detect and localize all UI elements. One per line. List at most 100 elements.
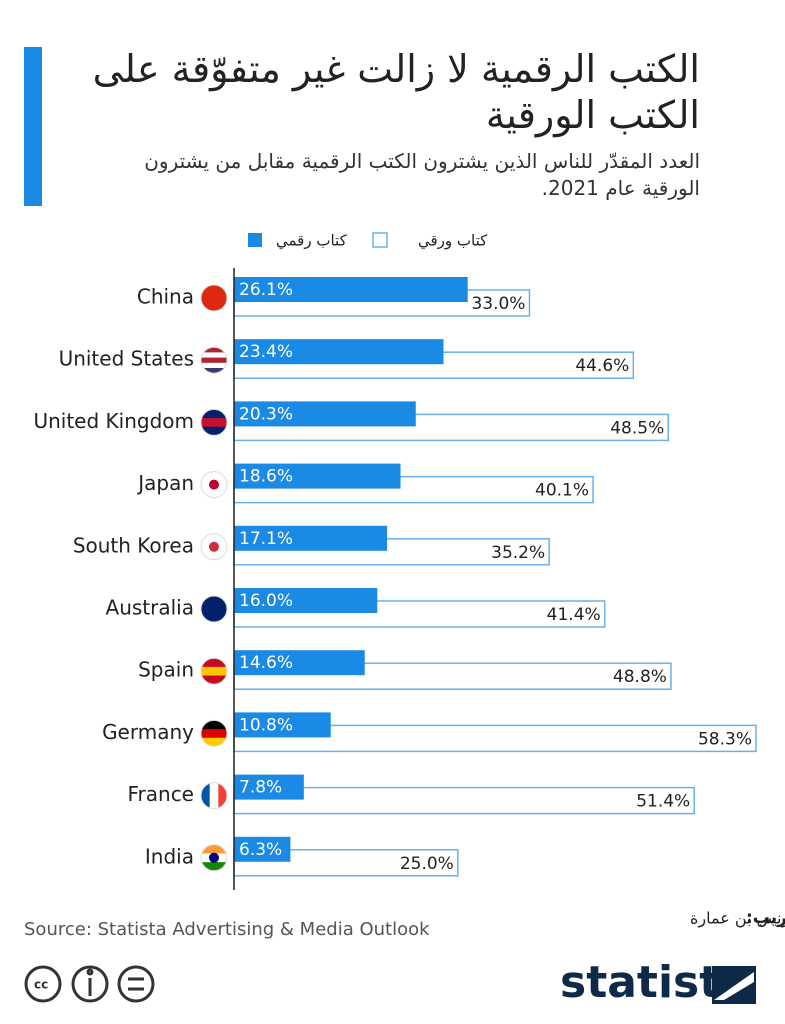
credit-name: يونس بن عمارة xyxy=(690,909,785,929)
cc-icon-text: cc xyxy=(34,978,48,992)
data-label: 25.0% xyxy=(400,854,454,874)
flag-stripe xyxy=(218,782,227,809)
data-label: 40.1% xyxy=(535,481,589,501)
flag xyxy=(201,720,227,747)
y-tick-label: Japan xyxy=(136,471,194,495)
data-label: 23.4% xyxy=(239,342,293,362)
flag-border xyxy=(200,657,228,685)
license-icons xyxy=(24,965,155,1003)
chart-subtitle: العدد المقدّر للناس الذين يشترون الكتب ا… xyxy=(144,149,700,200)
legend-swatch xyxy=(248,233,262,247)
flag xyxy=(201,409,227,436)
bar xyxy=(234,650,365,676)
data-label: 26.1% xyxy=(239,280,293,300)
y-tick-label: United States xyxy=(59,347,194,371)
flag-stripe xyxy=(201,347,227,353)
flag-stripe xyxy=(201,368,227,374)
y-tick-label: France xyxy=(127,782,194,806)
legend-swatch xyxy=(372,232,388,248)
flag-dot xyxy=(209,852,219,863)
title-accent xyxy=(24,47,42,206)
bar xyxy=(234,712,331,738)
bar xyxy=(234,463,401,489)
data-label: 35.2% xyxy=(491,543,545,563)
flag-border xyxy=(200,346,228,374)
y-tick-label: India xyxy=(145,844,194,868)
flag xyxy=(201,596,227,622)
brand-icon xyxy=(712,966,756,1004)
flag-stripe xyxy=(201,285,227,311)
flag-border xyxy=(200,844,228,872)
credit-label: تعريب: xyxy=(746,908,785,928)
flag xyxy=(201,658,227,685)
source: Source: Statista Advertising & Media Out… xyxy=(24,919,430,940)
data-label: 20.3% xyxy=(239,404,293,424)
flag-stripe xyxy=(201,418,227,428)
flag-border xyxy=(200,533,228,561)
flag-stripe xyxy=(201,362,227,369)
flag-stripe xyxy=(201,720,227,730)
flag-stripe xyxy=(201,426,227,436)
flag-stripe xyxy=(209,782,219,809)
bar xyxy=(234,836,291,862)
flag-stripe xyxy=(201,844,227,854)
y-tick-label: Germany xyxy=(102,720,194,744)
flag xyxy=(201,782,227,809)
plot-area: كتاب رقمي كتاب ورقي China 26.1% 33.0% United … xyxy=(33,232,757,890)
flag xyxy=(201,285,227,311)
y-tick-label: South Korea xyxy=(73,533,194,557)
data-label: 6.3% xyxy=(239,840,282,860)
flag-stripe xyxy=(201,352,227,359)
flag xyxy=(201,347,227,374)
flag xyxy=(201,471,227,498)
y-tick-label: Spain xyxy=(138,658,194,682)
flag-stripe xyxy=(201,862,227,871)
flag-stripe xyxy=(201,729,227,739)
chart-title: الكتب الرقمية لا زالت غير متفوّقة على ال… xyxy=(92,47,700,137)
data-label: 18.6% xyxy=(239,467,293,487)
flag-stripe xyxy=(201,409,227,419)
flag-border xyxy=(200,595,228,623)
data-label: 16.0% xyxy=(239,591,293,611)
legend-label: كتاب رقمي xyxy=(276,232,348,251)
data-label: 33.0% xyxy=(471,294,525,314)
data-label: 14.6% xyxy=(239,653,293,673)
flag xyxy=(201,844,227,871)
y-tick-label: Australia xyxy=(106,596,194,620)
flag-dot xyxy=(209,479,219,490)
bar xyxy=(234,339,444,365)
legend-label: كتاب ورقي xyxy=(418,232,488,251)
flag-border xyxy=(200,408,228,436)
data-label: 44.6% xyxy=(575,356,629,376)
data-label: 48.5% xyxy=(610,418,664,438)
data-label: 41.4% xyxy=(547,605,601,625)
data-label: 51.4% xyxy=(636,792,690,812)
flag-stripe xyxy=(201,357,227,364)
bar xyxy=(234,774,304,800)
flag-border xyxy=(200,284,228,312)
data-label: 58.3% xyxy=(698,729,752,749)
data-label: 10.8% xyxy=(239,715,293,735)
bar xyxy=(234,588,378,613)
flag-stripe xyxy=(201,737,227,747)
flag-border xyxy=(200,782,228,810)
flag-stripe xyxy=(201,596,227,622)
bar xyxy=(234,525,388,551)
flag-stripe xyxy=(201,782,211,809)
y-tick-label: China xyxy=(137,285,194,309)
flag-stripe xyxy=(201,675,227,685)
flag-stripe xyxy=(201,658,227,668)
bar xyxy=(234,277,468,302)
flag xyxy=(201,533,227,560)
y-tick-label: United Kingdom xyxy=(33,409,194,433)
bar xyxy=(234,401,416,427)
data-label: 7.8% xyxy=(239,778,282,798)
flag-stripe xyxy=(201,666,227,677)
flag-dot xyxy=(209,541,219,552)
data-label: 17.1% xyxy=(239,529,293,549)
bar xyxy=(233,786,695,815)
data-label: 48.8% xyxy=(613,667,667,687)
flag-border xyxy=(200,719,228,747)
